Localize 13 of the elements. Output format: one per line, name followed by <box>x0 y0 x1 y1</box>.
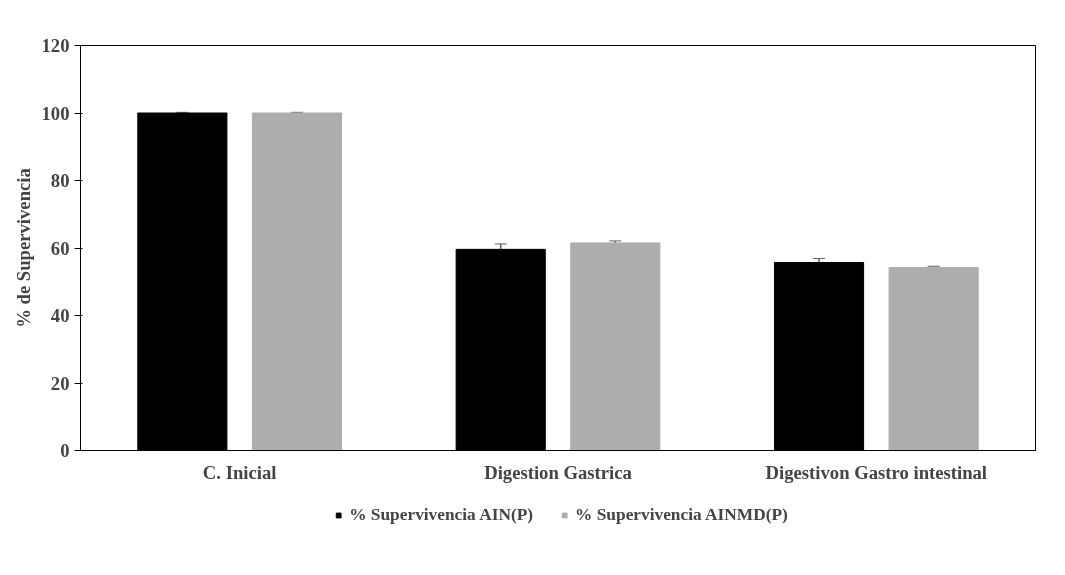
x-tick-label: Digestivon Gastro intestinal <box>765 461 988 483</box>
legend-label: % Supervivencia AINMD(P) <box>575 505 788 525</box>
y-tick-label: 60 <box>50 237 70 259</box>
legend-label: % Supervivencia AIN(P) <box>349 505 534 525</box>
y-tick-label: 120 <box>41 35 70 56</box>
y-tick-label: 100 <box>41 102 70 124</box>
y-tick-label: 20 <box>50 372 70 394</box>
y-tick-label: 0 <box>60 440 70 461</box>
y-tick-label: 40 <box>50 305 70 326</box>
y-axis-title: % de Supervivencia <box>12 167 34 328</box>
y-tick-label: 80 <box>50 170 70 191</box>
x-tick-label: C. Inicial <box>202 461 277 483</box>
x-tick-label: Digestion Gastrica <box>484 461 633 483</box>
